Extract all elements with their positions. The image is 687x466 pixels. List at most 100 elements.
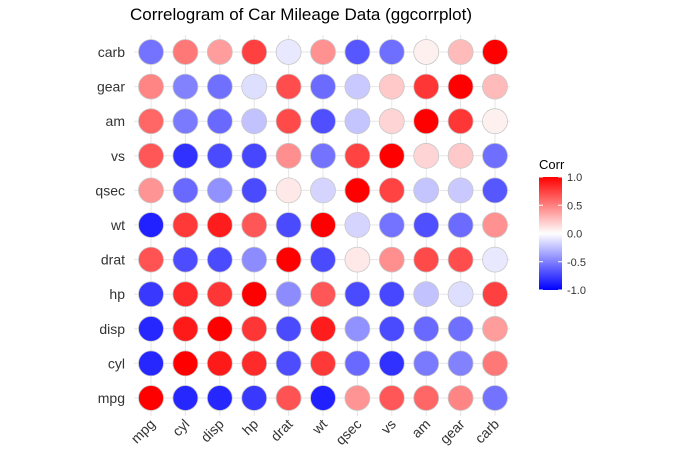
x-tick-label-hp: hp [239, 416, 261, 438]
corr-circle-mpg-gear [447, 385, 474, 411]
corr-circle-mpg-vs [378, 385, 405, 411]
corr-circle-drat-gear [447, 246, 474, 273]
x-tick-label-disp: disp [197, 416, 227, 446]
color-legend: Corr 1.0 0.5 0.0 -0.5 -1.0 [539, 157, 586, 297]
corr-circle-gear-am [413, 73, 440, 100]
corr-circle-drat-disp [206, 246, 233, 273]
corr-circle-qsec-qsec [344, 177, 371, 204]
x-tick-label-qsec: qsec [332, 416, 364, 448]
corr-circle-drat-vs [378, 246, 405, 273]
corr-circle-carb-disp [206, 39, 233, 65]
corr-circle-cyl-wt [310, 350, 336, 377]
corr-circle-cyl-hp [241, 350, 268, 377]
corr-circle-gear-wt [310, 73, 336, 100]
x-tick-label-drat: drat [267, 416, 295, 444]
corr-circle-gear-hp [241, 73, 268, 100]
corr-circle-hp-disp [206, 281, 233, 308]
y-tick-label-vs: vs [111, 148, 125, 164]
corr-circle-mpg-drat [275, 385, 302, 411]
corr-circle-vs-drat [275, 142, 302, 169]
corr-circle-gear-gear [447, 73, 474, 100]
corr-circle-carb-qsec [344, 39, 371, 65]
legend-title: Corr [539, 157, 565, 172]
x-tick-label-mpg: mpg [128, 416, 159, 447]
y-axis-labels: carb gear am vs qsec wt drat hp disp cyl mpg [95, 44, 125, 406]
corr-circle-disp-cyl [172, 315, 199, 342]
corr-circle-vs-disp [206, 142, 233, 169]
legend-tick-label: 0.0 [567, 229, 582, 241]
corr-circle-disp-disp [206, 315, 233, 342]
corr-circle-drat-mpg [138, 246, 164, 273]
y-tick-label-cyl: cyl [108, 355, 125, 371]
corr-circle-am-disp [206, 108, 233, 135]
legend-tick-label: 0.5 [567, 200, 582, 212]
corr-circle-hp-hp [241, 281, 268, 308]
corr-circle-wt-drat [275, 212, 302, 238]
corr-circle-gear-drat [275, 73, 302, 100]
corr-circle-disp-am [413, 315, 440, 342]
corr-circle-carb-wt [310, 39, 336, 65]
corr-circle-hp-am [413, 281, 440, 308]
corr-circle-drat-hp [241, 246, 268, 273]
corr-circle-gear-disp [206, 73, 233, 100]
corr-circle-disp-vs [378, 315, 405, 342]
corr-circle-qsec-gear [447, 177, 474, 204]
corr-circle-cyl-qsec [344, 350, 371, 377]
x-tick-label-gear: gear [437, 416, 468, 447]
y-tick-label-gear: gear [97, 79, 125, 95]
corr-circle-cyl-carb [482, 350, 508, 377]
corr-circle-wt-am [413, 212, 440, 238]
corr-circle-carb-hp [241, 39, 268, 65]
corr-circle-hp-qsec [344, 281, 371, 308]
corr-circle-drat-cyl [172, 246, 199, 273]
corr-circle-qsec-cyl [172, 177, 199, 204]
y-tick-label-drat: drat [101, 252, 125, 268]
corr-circle-mpg-qsec [344, 385, 371, 411]
y-tick-label-carb: carb [98, 44, 125, 60]
corr-circle-carb-cyl [172, 39, 199, 65]
corr-circle-am-gear [447, 108, 474, 135]
corr-circle-qsec-am [413, 177, 440, 204]
x-tick-label-wt: wt [308, 416, 330, 438]
corr-circle-carb-drat [275, 39, 302, 65]
x-tick-label-vs: vs [378, 416, 399, 437]
corr-circle-cyl-mpg [138, 350, 164, 377]
corr-circle-qsec-drat [275, 177, 302, 204]
chart-title: Correlogram of Car Mileage Data (ggcorrp… [130, 5, 472, 24]
corr-circle-am-qsec [344, 108, 371, 135]
x-tick-label-cyl: cyl [169, 416, 192, 439]
corr-circle-drat-carb [482, 246, 508, 273]
y-tick-label-mpg: mpg [98, 390, 125, 406]
corr-circle-vs-gear [447, 142, 474, 169]
corr-circle-cyl-cyl [172, 350, 199, 377]
corr-circle-mpg-carb [482, 385, 508, 411]
corr-circle-disp-drat [275, 315, 302, 342]
corr-circle-gear-cyl [172, 73, 199, 100]
corr-circle-disp-wt [310, 315, 336, 342]
correlation-circles [138, 39, 508, 411]
corr-circle-vs-am [413, 142, 440, 169]
corr-circle-carb-am [413, 39, 440, 65]
corr-circle-vs-mpg [138, 142, 164, 169]
corr-circle-am-drat [275, 108, 302, 135]
corr-circle-hp-carb [482, 281, 508, 308]
x-axis-labels: mpg cyl disp hp drat wt qsec vs am gear carb [128, 416, 503, 448]
corr-circle-wt-qsec [344, 212, 371, 238]
corr-circle-mpg-disp [206, 385, 233, 411]
x-tick-label-am: am [408, 416, 433, 441]
corr-circle-am-cyl [172, 108, 199, 135]
corr-circle-qsec-wt [310, 177, 336, 204]
corr-circle-am-carb [482, 108, 508, 135]
legend-colorbar [539, 177, 562, 290]
corr-circle-vs-carb [482, 142, 508, 169]
corr-circle-gear-carb [482, 73, 508, 100]
y-tick-label-wt: wt [110, 217, 125, 233]
corr-circle-vs-hp [241, 142, 268, 169]
corr-circle-cyl-gear [447, 350, 474, 377]
corr-circle-cyl-disp [206, 350, 233, 377]
corr-circle-hp-gear [447, 281, 474, 308]
corr-circle-hp-vs [378, 281, 405, 308]
corr-circle-drat-qsec [344, 246, 371, 273]
corr-circle-vs-qsec [344, 142, 371, 169]
corr-circle-carb-mpg [138, 39, 164, 65]
